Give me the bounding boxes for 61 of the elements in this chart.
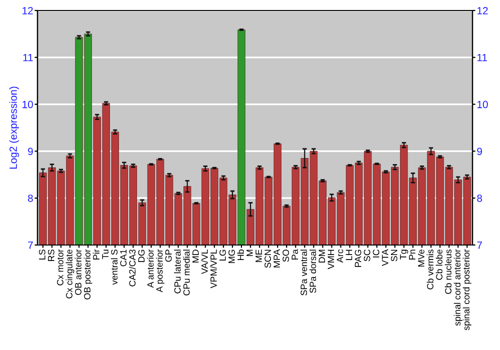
x-tick-label: Pa (292, 249, 298, 260)
x-tick-label: Hb (237, 250, 244, 260)
x-tick-label: MPA (274, 249, 280, 268)
x-tick-label: PAG (354, 250, 362, 267)
x-tick-label: SPa dorsal (309, 250, 316, 293)
x-tick-label: DM (318, 250, 326, 262)
x-tick-label: Arc (336, 249, 344, 263)
y2-tick-label: 12 (477, 7, 488, 14)
x-tick-label: IC (372, 250, 380, 258)
y2-tick-label: 7 (477, 242, 482, 249)
x-tick-label: DG (138, 250, 145, 262)
x-tick-label: OB posterior (84, 249, 92, 300)
x-tick-label: SCN (264, 250, 271, 268)
x-tick-label: Tg (400, 250, 408, 260)
y2-tick-label: 9 (477, 148, 482, 156)
x-tick-label: A anterior (147, 249, 154, 288)
x-tick-label: Tu (102, 250, 109, 260)
x-tick-label: Cb nucleus (444, 249, 452, 294)
y-tick-label: 8 (28, 194, 33, 202)
x-tick-label: OB anterior (74, 249, 82, 295)
x-tick-label: CPu medial (183, 250, 190, 296)
x-tick-label: LG (219, 250, 226, 260)
x-tick-label: Cb lobe (436, 250, 442, 280)
x-tick-label: VMH (328, 250, 334, 270)
x-tick-label: SN (390, 250, 398, 262)
x-tick-label: SC (364, 250, 370, 262)
x-tick-label: VPM/VPL (210, 249, 217, 288)
x-tick-label: Cx motor (56, 249, 64, 286)
x-tick-label: spinal cord anterior (454, 249, 462, 326)
x-tick-label: Pn (409, 250, 416, 260)
y2-tick-label: 11 (477, 54, 487, 62)
x-tick-label: CA2/CA3 (128, 250, 136, 286)
y-tick-label: 7 (28, 242, 33, 249)
y-tick-label: 11 (23, 54, 33, 62)
y2-tick-label: 10 (477, 100, 488, 108)
y-axis-title: Log2 (expression) (9, 86, 19, 169)
x-tick-label: VA/VL (201, 249, 208, 274)
x-tick-label: SPa ventral (300, 250, 308, 296)
x-tick-label: Cb vermis (426, 249, 434, 290)
x-tick-label: Cx cingulate (66, 250, 74, 298)
x-tick-label: GP (165, 250, 172, 262)
x-tick-label: RS (48, 250, 54, 261)
x-tick-label: MG (228, 250, 235, 263)
y-tick-label: 12 (22, 7, 33, 14)
x-tick-label: spinal cord posterior (462, 249, 472, 330)
x-tick-label: A posterior (156, 249, 164, 292)
x-tick-label: CPu lateral (174, 250, 181, 294)
x-tick-label: Pir (92, 249, 100, 260)
x-tick-label: CA1 (120, 250, 127, 266)
x-tick-label: LS (38, 250, 46, 260)
x-tick-label: LH (346, 250, 352, 260)
x-tick-label: MD (192, 250, 199, 262)
x-tick-label: SO (282, 250, 290, 262)
x-tick-label: M (246, 250, 253, 256)
x-tick-label: ventral S (110, 250, 118, 285)
y2-tick-label: 8 (477, 194, 482, 202)
x-tick-label: MVe (418, 250, 424, 266)
y-tick-label: 9 (28, 148, 33, 156)
x-tick-label: ME (256, 250, 262, 262)
y-tick-label: 10 (22, 100, 33, 108)
x-tick-label: VTA (382, 249, 388, 266)
